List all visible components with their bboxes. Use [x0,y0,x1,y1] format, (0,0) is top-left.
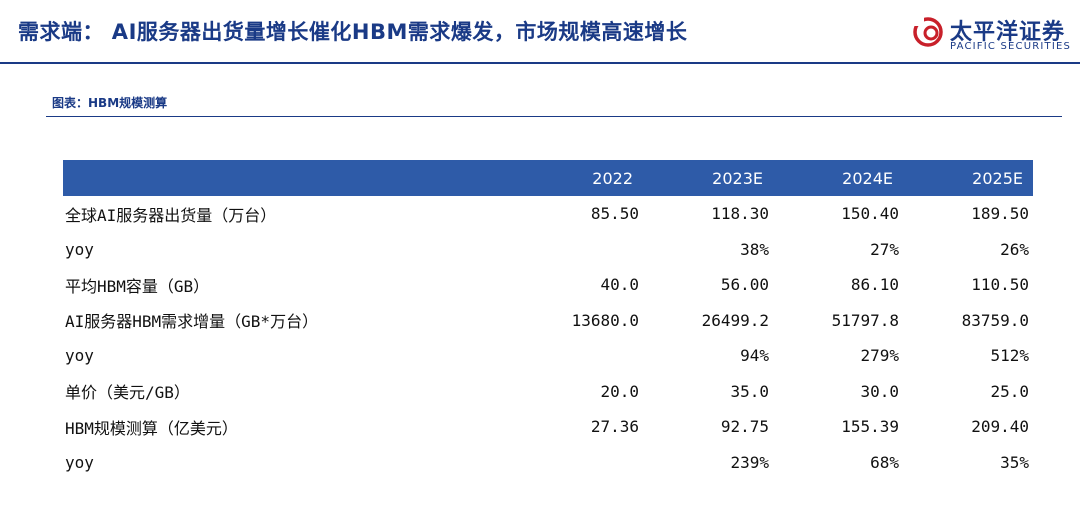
cell-value: 40.0 [600,275,639,295]
table-header-row: 2022 2023E 2024E 2025E [63,160,1033,196]
cell-value: 94% [740,346,769,366]
column-header-2025e: 2025E [903,160,1033,196]
cell-value: 30.0 [860,381,899,401]
cell-value: 20.0 [600,381,639,401]
table-row: yoy 94% 279% 512% [63,338,1033,374]
cell-value: 38% [740,239,769,259]
cell-value: 279% [860,346,899,366]
figure-caption: 图表：HBM规模测算 [52,96,168,110]
cell-value: 189.50 [971,204,1029,224]
row-label: yoy [65,239,94,259]
slide-title: 需求端： AI服务器出货量增长催化HBM需求爆发，市场规模高速增长 [18,20,688,44]
row-label: 平均HBM容量（GB） [65,276,210,296]
cell-value: 25.0 [990,381,1029,401]
row-label: 单价（美元/GB） [65,383,190,403]
cell-value: 27.36 [590,417,639,437]
cell-value: 118.30 [711,204,769,224]
logo-name-cn: 太平洋证券 [950,20,1066,45]
cell-value [513,445,643,481]
row-label: yoy [65,346,94,366]
table-row: 全球AI服务器出货量（万台） 85.50 118.30 150.40 189.5… [63,196,1033,232]
table-row: yoy 239% 68% 35% [63,445,1033,481]
pacific-securities-logo-icon [912,16,943,47]
table-row: 单价（美元/GB） 20.0 35.0 30.0 25.0 [63,374,1033,410]
table-row: 平均HBM容量（GB） 40.0 56.00 86.10 110.50 [63,267,1033,303]
hbm-estimate-table: 2022 2023E 2024E 2025E 全球AI服务器出货量（万台） 85… [63,160,1033,480]
logo-name-en: PACIFIC SECURITIES [950,41,1072,52]
cell-value: 209.40 [971,417,1029,437]
column-header-2023e: 2023E [643,160,773,196]
cell-value: 51797.8 [831,310,899,330]
cell-value [513,338,643,374]
table-header: 2022 2023E 2024E 2025E [63,160,1033,196]
row-label: HBM规模测算（亿美元） [65,418,238,438]
cell-value: 35% [1000,452,1029,472]
row-label: AI服务器HBM需求增量（GB*万台） [65,312,319,332]
cell-value: 83759.0 [961,310,1029,330]
company-logo: 太平洋证券 PACIFIC SECURITIES [912,12,1080,56]
table-body: 全球AI服务器出货量（万台） 85.50 118.30 150.40 189.5… [63,196,1033,480]
cell-value: 239% [730,452,769,472]
cell-value: 26% [1000,239,1029,259]
cell-value: 85.50 [590,204,639,224]
row-label: yoy [65,452,94,472]
cell-value: 86.10 [850,275,899,295]
row-label: 全球AI服务器出货量（万台） [65,205,277,225]
cell-value [513,232,643,268]
cell-value: 13680.0 [571,310,639,330]
cell-value: 155.39 [841,417,899,437]
cell-value: 512% [990,346,1029,366]
cell-value: 92.75 [720,417,769,437]
cell-value: 56.00 [720,275,769,295]
slide-header: 需求端： AI服务器出货量增长催化HBM需求爆发，市场规模高速增长 太平洋证券 … [0,0,1080,62]
table-row: AI服务器HBM需求增量（GB*万台） 13680.0 26499.2 5179… [63,303,1033,339]
cell-value: 110.50 [971,275,1029,295]
column-header-label [63,160,513,196]
header-divider [0,62,1080,64]
column-header-2022: 2022 [513,160,643,196]
cell-value: 35.0 [730,381,769,401]
cell-value: 26499.2 [701,310,769,330]
table-row: yoy 38% 27% 26% [63,232,1033,268]
column-header-2024e: 2024E [773,160,903,196]
table-row: HBM规模测算（亿美元） 27.36 92.75 155.39 209.40 [63,409,1033,445]
caption-divider [46,116,1062,117]
cell-value: 27% [870,239,899,259]
cell-value: 68% [870,452,899,472]
cell-value: 150.40 [841,204,899,224]
